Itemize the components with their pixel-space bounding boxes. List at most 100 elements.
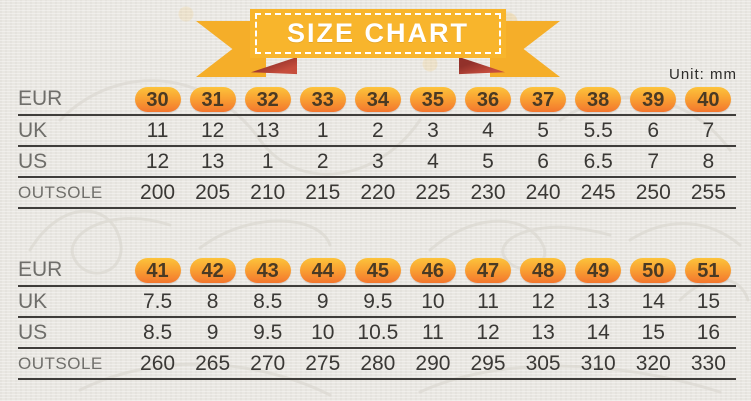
size-cell: 13	[570, 286, 626, 318]
size-cell: 35	[405, 84, 461, 116]
size-cell: 1	[240, 146, 296, 178]
row-label: EUR	[18, 255, 130, 287]
size-cell: 12	[460, 317, 516, 349]
size-cell: 8	[185, 286, 241, 318]
size-cell: 215	[295, 177, 351, 209]
page-title: SIZE CHART	[287, 18, 469, 48]
size-cell: 6	[625, 115, 681, 147]
size-cell: 15	[625, 317, 681, 349]
size-cell: 51	[680, 255, 736, 287]
size-cell: 43	[240, 255, 296, 287]
size-cell: 255	[680, 177, 736, 209]
size-cell: 6	[515, 146, 571, 178]
size-row-uk: UK 7.5 8 8.5 9 9.5 10 11 12 13 14 15	[18, 286, 736, 318]
eur-size-badge: 49	[575, 257, 622, 283]
size-cell: 40	[680, 84, 736, 116]
unit-label: Unit: mm	[669, 66, 737, 83]
size-cell: 42	[185, 255, 241, 287]
size-cell: 220	[350, 177, 406, 209]
title-ribbon: SIZE CHART	[0, 0, 751, 80]
size-cell: 240	[515, 177, 571, 209]
size-cell: 10.5	[350, 317, 406, 349]
size-cell: 245	[570, 177, 626, 209]
size-cell: 14	[570, 317, 626, 349]
size-cell: 41	[130, 255, 186, 287]
size-cell: 32	[240, 84, 296, 116]
ribbon-dashed-border	[255, 13, 501, 54]
size-cell: 205	[185, 177, 241, 209]
size-cell: 46	[405, 255, 461, 287]
size-cell: 31	[185, 84, 241, 116]
size-row-us: US 8.5 9 9.5 10 10.5 11 12 13 14 15 16	[18, 317, 736, 349]
size-cell: 270	[240, 348, 296, 380]
size-table-eur-41-51: EUR 41 42 43 44 45 46 47 48 49 50 51 UK 7.5 8 8.5 9 9.5 10…	[18, 255, 736, 380]
size-cell: 265	[185, 348, 241, 380]
eur-size-badge: 35	[409, 86, 456, 112]
size-cell: 7	[680, 115, 736, 147]
eur-size-badge: 32	[244, 86, 291, 112]
size-cell: 37	[515, 84, 571, 116]
row-label: UK	[18, 115, 130, 147]
size-row-eur: EUR 30 31 32 33 34 35 36 37 38 39 40	[18, 84, 736, 116]
size-cell: 2	[350, 115, 406, 147]
size-cell: 8.5	[130, 317, 186, 349]
size-cell: 1	[295, 115, 351, 147]
ribbon-banner: SIZE CHART	[250, 9, 506, 58]
size-cell: 8	[680, 146, 736, 178]
size-cell: 13	[185, 146, 241, 178]
size-row-eur: EUR 41 42 43 44 45 46 47 48 49 50 51	[18, 255, 736, 287]
eur-size-badge: 46	[409, 257, 456, 283]
size-cell: 30	[130, 84, 186, 116]
size-cell: 47	[460, 255, 516, 287]
eur-size-badge: 48	[520, 257, 567, 283]
size-cell: 3	[405, 115, 461, 147]
size-cell: 45	[350, 255, 406, 287]
size-cell: 13	[515, 317, 571, 349]
size-cell: 12	[185, 115, 241, 147]
size-cell: 260	[130, 348, 186, 380]
size-cell: 10	[295, 317, 351, 349]
size-cell: 38	[570, 84, 626, 116]
eur-size-badge: 41	[134, 257, 181, 283]
eur-size-badge: 36	[465, 86, 511, 112]
row-label: US	[18, 146, 130, 178]
size-cell: 5	[460, 146, 516, 178]
eur-size-badge: 43	[244, 257, 291, 283]
size-cell: 49	[570, 255, 626, 287]
size-cell: 48	[515, 255, 571, 287]
row-label: OUTSOLE	[18, 177, 130, 209]
size-cell: 9.5	[240, 317, 296, 349]
eur-size-badge: 51	[685, 257, 732, 283]
size-cell: 305	[515, 348, 571, 380]
size-cell: 9	[185, 317, 241, 349]
size-cell: 50	[625, 255, 681, 287]
size-cell: 230	[460, 177, 516, 209]
size-cell: 295	[460, 348, 516, 380]
size-cell: 280	[350, 348, 406, 380]
size-cell: 7	[625, 146, 681, 178]
size-cell: 12	[515, 286, 571, 318]
size-cell: 11	[130, 115, 186, 147]
size-cell: 44	[295, 255, 351, 287]
size-cell: 4	[460, 115, 516, 147]
size-cell: 13	[240, 115, 296, 147]
size-cell: 275	[295, 348, 351, 380]
row-label: UK	[18, 286, 130, 318]
row-label: EUR	[18, 84, 130, 116]
size-cell: 39	[625, 84, 681, 116]
size-cell: 7.5	[130, 286, 186, 318]
eur-size-badge: 47	[465, 257, 511, 283]
size-cell: 11	[405, 317, 461, 349]
size-cell: 330	[680, 348, 736, 380]
eur-size-badge: 30	[134, 86, 181, 112]
size-cell: 11	[460, 286, 516, 318]
size-row-outsole: OUTSOLE 260 265 270 275 280 290 295 305 310 320 330	[18, 348, 736, 380]
eur-size-badge: 39	[630, 86, 677, 112]
size-cell: 9.5	[350, 286, 406, 318]
size-cell: 210	[240, 177, 296, 209]
size-row-outsole: OUTSOLE 200 205 210 215 220 225 230 240 245 250 255	[18, 177, 736, 209]
size-cell: 33	[295, 84, 351, 116]
eur-size-badge: 38	[575, 86, 622, 112]
size-cell: 320	[625, 348, 681, 380]
size-cell: 250	[625, 177, 681, 209]
